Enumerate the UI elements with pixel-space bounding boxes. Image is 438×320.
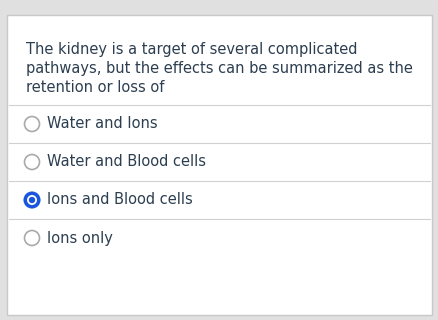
Text: Ions and Blood cells: Ions and Blood cells: [47, 193, 192, 207]
Text: Water and Ions: Water and Ions: [47, 116, 157, 132]
Text: The kidney is a target of several complicated: The kidney is a target of several compli…: [26, 42, 357, 57]
Circle shape: [27, 195, 37, 205]
Circle shape: [25, 116, 39, 132]
Circle shape: [25, 193, 39, 207]
Text: retention or loss of: retention or loss of: [26, 80, 164, 95]
Circle shape: [25, 155, 39, 170]
FancyBboxPatch shape: [7, 15, 431, 315]
Text: pathways, but the effects can be summarized as the: pathways, but the effects can be summari…: [26, 61, 412, 76]
Text: Water and Blood cells: Water and Blood cells: [47, 155, 205, 170]
Circle shape: [25, 230, 39, 245]
FancyBboxPatch shape: [0, 0, 438, 15]
Circle shape: [29, 197, 35, 203]
Text: Ions only: Ions only: [47, 230, 113, 245]
